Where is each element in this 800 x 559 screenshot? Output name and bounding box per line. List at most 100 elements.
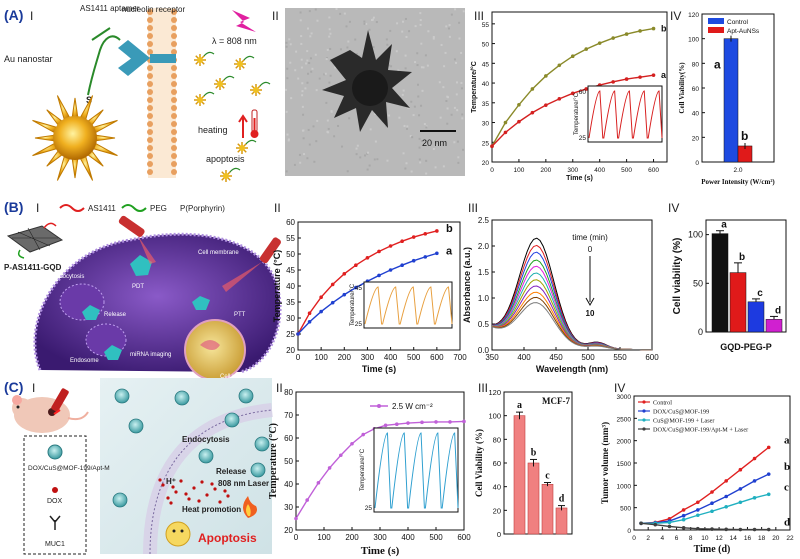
legend-marker [642, 418, 646, 422]
tem-grain [450, 13, 453, 16]
tem-grain [308, 62, 311, 65]
x-tick-label: 0 [490, 167, 494, 174]
tem-grain [366, 151, 369, 154]
tem-grain [404, 67, 407, 70]
label-apoptosis-c: Apoptosis [198, 531, 257, 545]
panel-a2-number: II [272, 9, 279, 23]
lipid-head [171, 121, 177, 127]
data-point [411, 235, 416, 239]
data-point [544, 103, 548, 107]
inset-cycles [364, 286, 453, 325]
data-point [710, 490, 714, 494]
tem-grain [365, 22, 368, 25]
tem-grain [325, 58, 328, 61]
data-point [448, 420, 452, 424]
panel-c4-number: IV [614, 381, 625, 395]
tem-grain [328, 81, 331, 84]
y-tick-label: 40 [493, 483, 501, 492]
label-mirna: miRNA imaging [130, 352, 171, 358]
flame-icon [243, 496, 257, 518]
inset-tick: 25 [579, 135, 587, 142]
tem-grain [453, 58, 456, 61]
data-point [651, 73, 656, 77]
membrane-arc [143, 403, 273, 555]
bar-letter: c [545, 471, 550, 482]
tem-grain [302, 129, 305, 132]
mini-nanostar [234, 55, 255, 70]
x-tick-label: 0 [294, 533, 299, 542]
tem-grain [418, 137, 421, 140]
x-tick-label: 400 [401, 533, 415, 542]
tem-grain [287, 139, 290, 142]
annotation-arrowhead [585, 297, 595, 307]
series-line [641, 493, 769, 524]
label-ptt: PTT [234, 312, 246, 318]
tem-grain [307, 27, 310, 30]
x-tick-label: 18 [758, 535, 766, 542]
y-tick-label: 80 [284, 388, 293, 397]
tem-grain [442, 165, 445, 168]
inset-frame [373, 427, 459, 513]
lipid-head [171, 25, 177, 31]
data-point [400, 239, 404, 243]
tem-grain [374, 140, 377, 143]
data-point [305, 498, 310, 502]
series-end-label: c [784, 481, 789, 493]
data-point [365, 256, 370, 260]
lipid-head [171, 33, 177, 39]
x-tick-label: 20 [772, 535, 780, 542]
tem-grain [416, 83, 419, 86]
data-point [294, 516, 298, 521]
tem-grain [390, 65, 393, 68]
data-point [724, 527, 728, 532]
tem-grain [286, 133, 289, 136]
aptamer-strand [87, 35, 121, 96]
y-tick-label: 60 [692, 86, 700, 93]
chart-b3: 0.0 0.5 1.0 1.5 2.0 2.5 350 400 450 500 550 600 Wave… [462, 216, 659, 374]
data-point [611, 80, 615, 84]
y-tick-label: 55 [286, 234, 295, 243]
tem-grain [307, 72, 310, 75]
data-point [696, 500, 700, 505]
tem-grain [301, 90, 304, 93]
data-point [584, 87, 589, 91]
tem-grain [404, 167, 407, 170]
bar-letter: b [739, 252, 745, 263]
label-nanostar: Au nanostar [4, 54, 53, 64]
tem-grain [315, 89, 318, 92]
tem-grain [416, 52, 419, 55]
data-point [766, 445, 771, 450]
x-tick-label: 16 [744, 535, 752, 542]
nucleolin-receptor [118, 40, 176, 76]
bar-letter: a [714, 58, 721, 72]
tem-grain [424, 54, 427, 57]
legend-label: Apt-AuNSs [727, 28, 760, 35]
tem-grain [376, 158, 379, 161]
lipid-head [147, 137, 153, 143]
y-tick-label: 35 [286, 298, 295, 307]
tem-grain [395, 50, 398, 53]
tem-grain [448, 24, 451, 27]
inset-cycles [374, 432, 459, 509]
legend-swatch [708, 18, 724, 24]
tem-grain [375, 21, 378, 24]
data-point [710, 501, 714, 506]
inset-ylabel: Temperature/°C [350, 283, 356, 326]
tem-grain [328, 28, 331, 31]
tem-grain [446, 122, 449, 125]
tem-grain [370, 19, 373, 22]
y-tick-label: 40 [286, 282, 295, 291]
tem-grain [398, 116, 401, 119]
legend-label: DOX/CuS@MOF-199/Apt-M + Laser [653, 427, 748, 434]
mouse-illustration [12, 395, 89, 433]
series-end-label: a [784, 434, 790, 446]
plot-frame [491, 219, 653, 351]
x-tick-label: 4 [661, 535, 665, 542]
tem-grain [385, 125, 388, 128]
panel-a1-number: I [30, 9, 33, 23]
legend-swatch [708, 27, 724, 33]
lipid-head [147, 97, 153, 103]
x-tick-label: 200 [540, 167, 551, 174]
tem-grain [388, 114, 391, 117]
y-tick-label: 60 [286, 218, 295, 227]
